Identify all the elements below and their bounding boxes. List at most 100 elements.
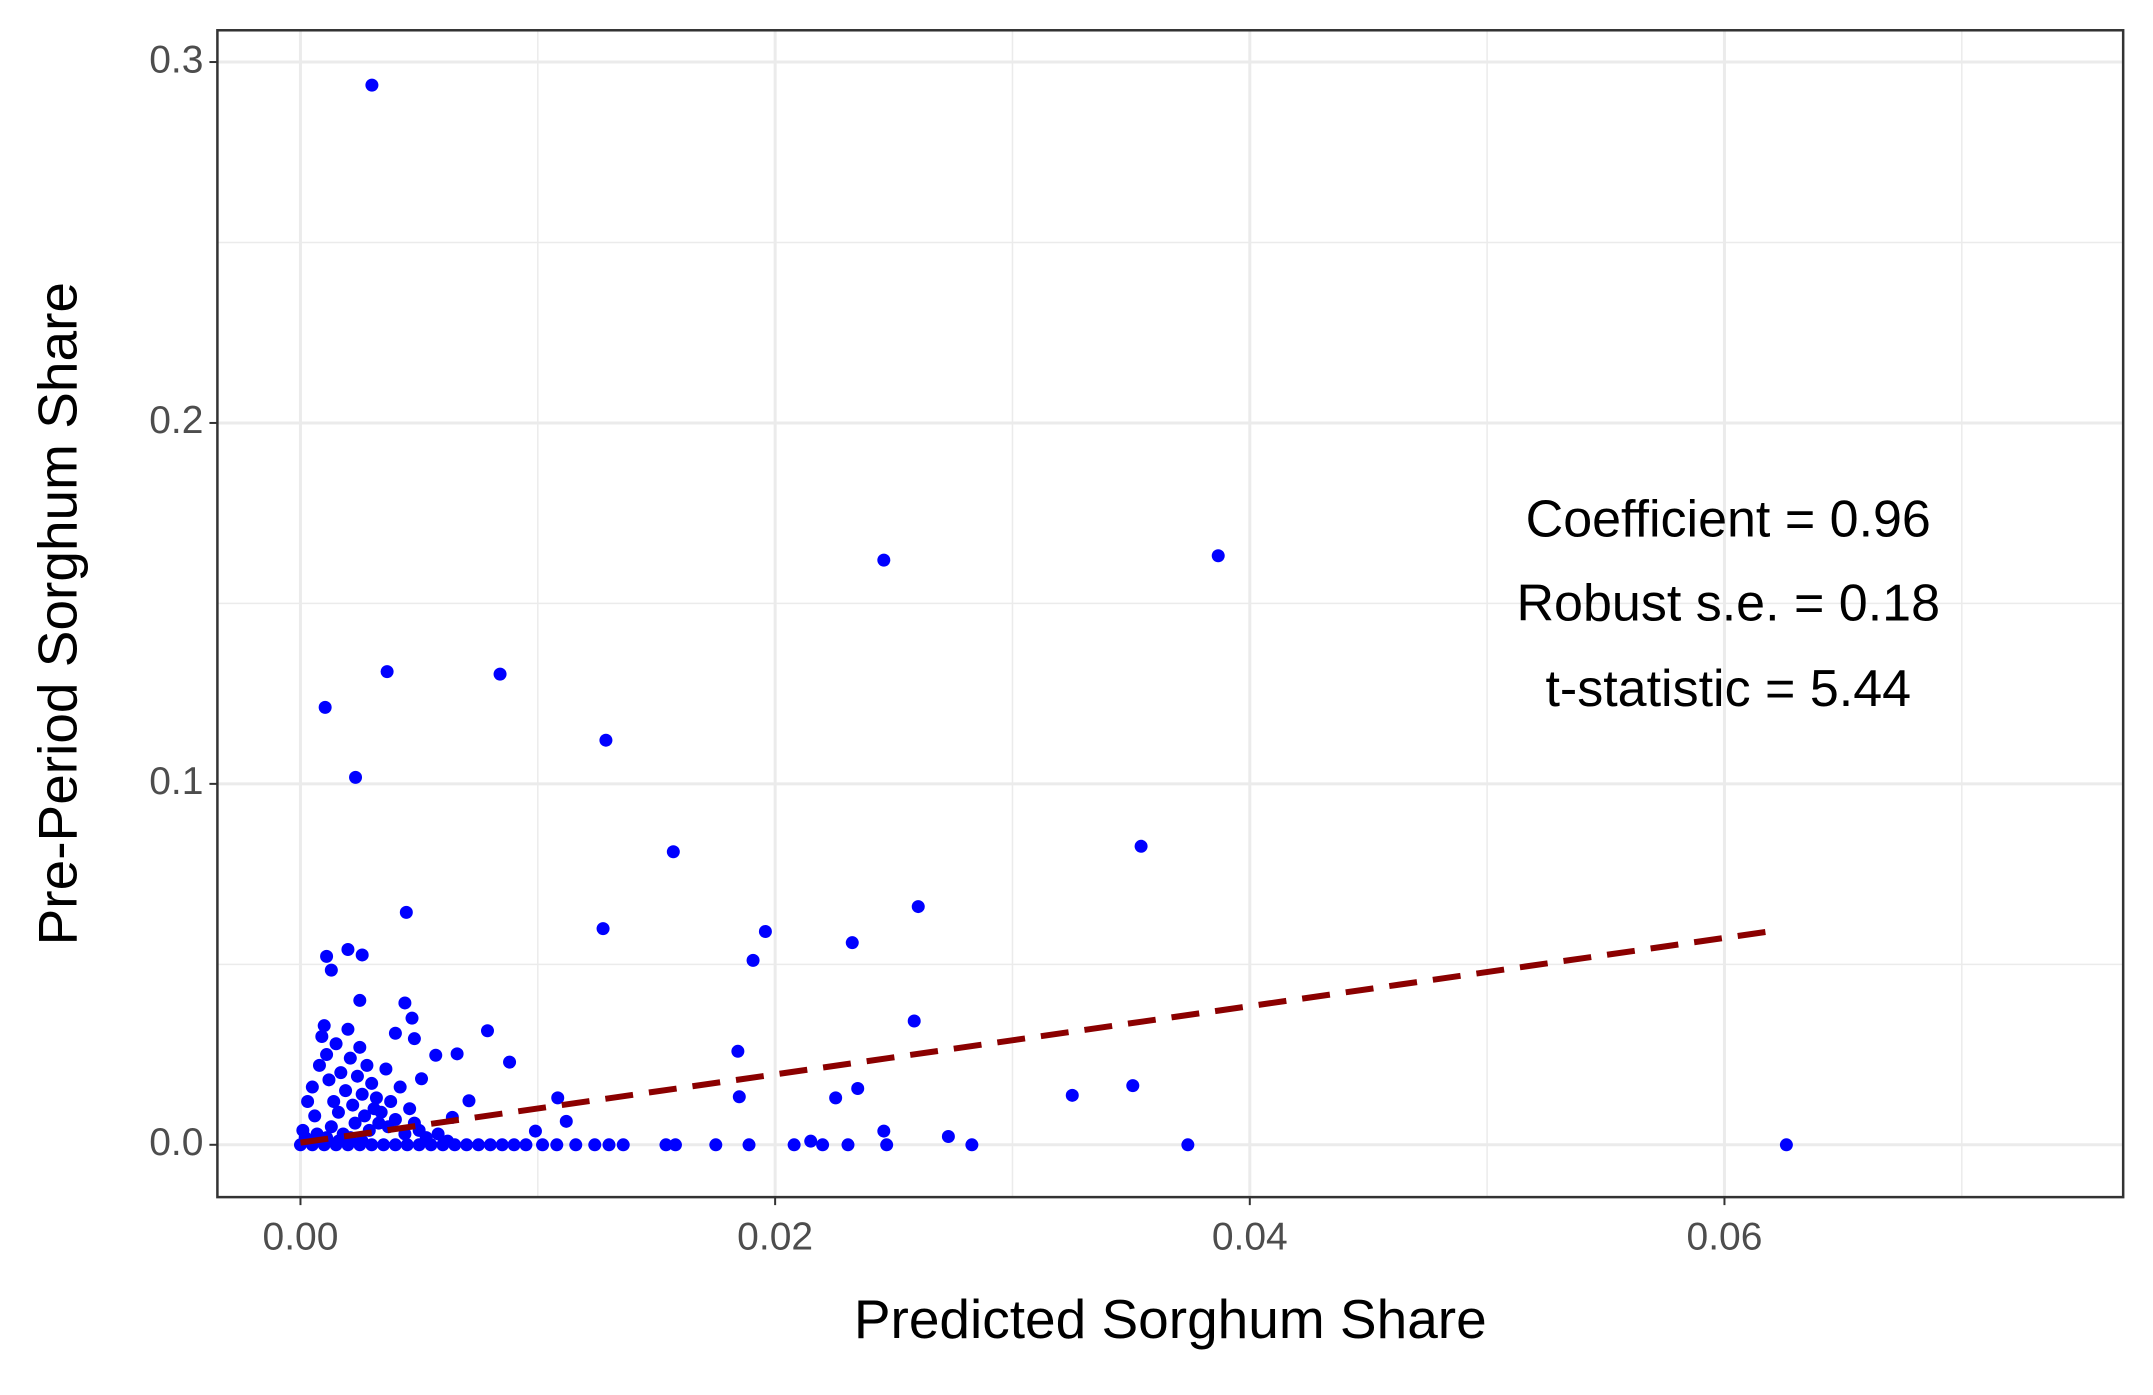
point: [355, 948, 369, 962]
point: [429, 1048, 443, 1062]
point: [841, 1138, 855, 1152]
point: [388, 1026, 402, 1040]
point: [377, 1138, 391, 1152]
point: [907, 1014, 921, 1028]
point: [327, 1094, 341, 1108]
x-tick-label: 0.02: [737, 1215, 813, 1258]
point: [346, 1098, 360, 1112]
point: [369, 1091, 383, 1105]
point: [355, 1087, 369, 1101]
point: [528, 1124, 542, 1138]
point: [339, 1084, 353, 1098]
point: [816, 1138, 830, 1152]
point: [334, 1066, 348, 1080]
point: [559, 1114, 573, 1128]
point: [1181, 1138, 1195, 1152]
point: [911, 900, 925, 914]
point: [393, 1080, 407, 1094]
point: [460, 1138, 474, 1152]
point: [317, 1019, 331, 1033]
x-tick-label: 0.06: [1687, 1215, 1763, 1258]
point: [322, 1073, 336, 1087]
point: [415, 1072, 429, 1086]
point: [419, 1131, 433, 1145]
point: [668, 1138, 682, 1152]
point: [877, 1124, 891, 1138]
point: [829, 1091, 843, 1105]
y-tick-label: 0.3: [149, 38, 203, 81]
point: [787, 1138, 801, 1152]
point: [343, 1051, 357, 1065]
point: [379, 1062, 393, 1076]
point: [388, 1138, 402, 1152]
point: [1065, 1088, 1079, 1102]
point: [380, 665, 394, 679]
point: [353, 993, 367, 1007]
point: [331, 1105, 345, 1119]
point: [742, 1138, 756, 1152]
point: [551, 1091, 565, 1105]
y-tick-label: 0.2: [149, 399, 203, 442]
point: [349, 770, 363, 784]
point: [965, 1138, 979, 1152]
point: [324, 1120, 338, 1134]
point: [588, 1138, 602, 1152]
point: [388, 1113, 402, 1127]
point: [845, 936, 859, 950]
point: [732, 1090, 746, 1104]
point: [550, 1138, 564, 1152]
point: [331, 1134, 345, 1148]
point: [431, 1127, 445, 1141]
point: [384, 1094, 398, 1108]
point: [360, 1058, 374, 1072]
point: [312, 1058, 326, 1072]
point: [493, 667, 507, 681]
y-tick-label: 0.0: [149, 1121, 203, 1164]
point: [450, 1047, 464, 1061]
point: [315, 1030, 329, 1044]
annotation: t-statistic = 5.44: [1545, 660, 1911, 718]
point: [329, 1037, 343, 1051]
point: [1134, 839, 1148, 853]
point: [353, 1040, 367, 1054]
point: [318, 700, 332, 714]
point: [358, 1109, 372, 1123]
point: [804, 1134, 818, 1148]
point: [1779, 1138, 1793, 1152]
point: [495, 1138, 509, 1152]
point: [462, 1094, 476, 1108]
annotation: Coefficient = 0.96: [1526, 491, 1931, 549]
point: [403, 1102, 417, 1116]
panel-border: [216, 29, 2125, 1199]
point: [320, 949, 334, 963]
point: [616, 1138, 630, 1152]
point: [308, 1109, 322, 1123]
point: [746, 953, 760, 967]
point: [507, 1138, 521, 1152]
point: [398, 996, 412, 1010]
point: [324, 963, 338, 977]
point: [399, 905, 413, 919]
point: [341, 943, 355, 957]
point: [731, 1044, 745, 1058]
point: [1126, 1079, 1140, 1093]
x-tick-label: 0.04: [1212, 1215, 1288, 1258]
point: [596, 922, 610, 936]
point: [305, 1080, 319, 1094]
point: [320, 1048, 334, 1062]
point: [405, 1011, 419, 1025]
point: [374, 1105, 388, 1119]
point: [569, 1138, 583, 1152]
point: [758, 924, 772, 938]
point: [407, 1032, 421, 1046]
point: [941, 1129, 955, 1143]
point: [341, 1022, 355, 1036]
point: [480, 1024, 494, 1038]
point: [301, 1094, 315, 1108]
point: [599, 733, 613, 747]
point: [666, 845, 680, 859]
point: [1211, 549, 1225, 563]
point: [348, 1116, 362, 1130]
point: [365, 78, 379, 92]
